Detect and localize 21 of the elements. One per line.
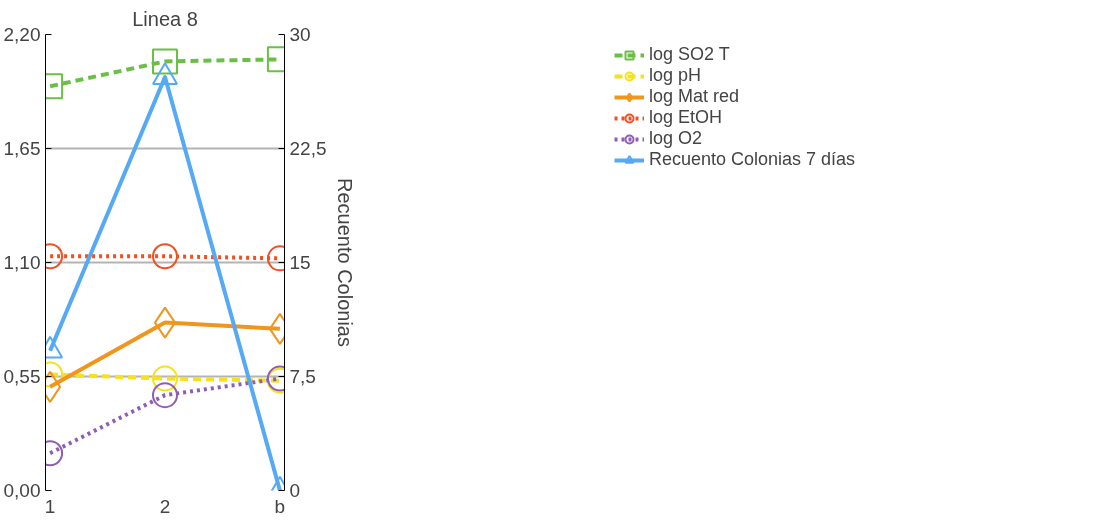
y2-tick-label: 15 <box>289 252 311 273</box>
y-tick-label: 1,65 <box>3 138 41 159</box>
y2-axis-title: Recuento Colonias <box>334 178 357 347</box>
x-tick-label: 1 <box>44 495 56 517</box>
legend-label: log O2 <box>648 128 702 149</box>
y-tick-label: 0,55 <box>3 366 41 387</box>
legend-label: log pH <box>648 65 701 86</box>
legend-label: log Mat red <box>648 86 739 107</box>
y-tick-label: 1,10 <box>3 252 41 273</box>
x-tick-label: b <box>274 495 286 517</box>
y2-tick-label: 0 <box>289 480 301 501</box>
y-tick-label: 0,00 <box>3 480 41 501</box>
legend-label: Recuento Colonias 7 días <box>648 149 856 170</box>
x-tick-label: 2 <box>159 495 171 517</box>
legend-label: log SO2 T <box>648 44 730 65</box>
y-tick-label: 2,20 <box>3 24 41 45</box>
y2-tick-label: 30 <box>289 24 311 45</box>
chart-title: Linea 8 <box>132 7 198 30</box>
legend-label: log EtOH <box>648 107 722 128</box>
y2-tick-label: 7,5 <box>289 366 316 387</box>
y2-tick-label: 22,5 <box>289 138 327 159</box>
